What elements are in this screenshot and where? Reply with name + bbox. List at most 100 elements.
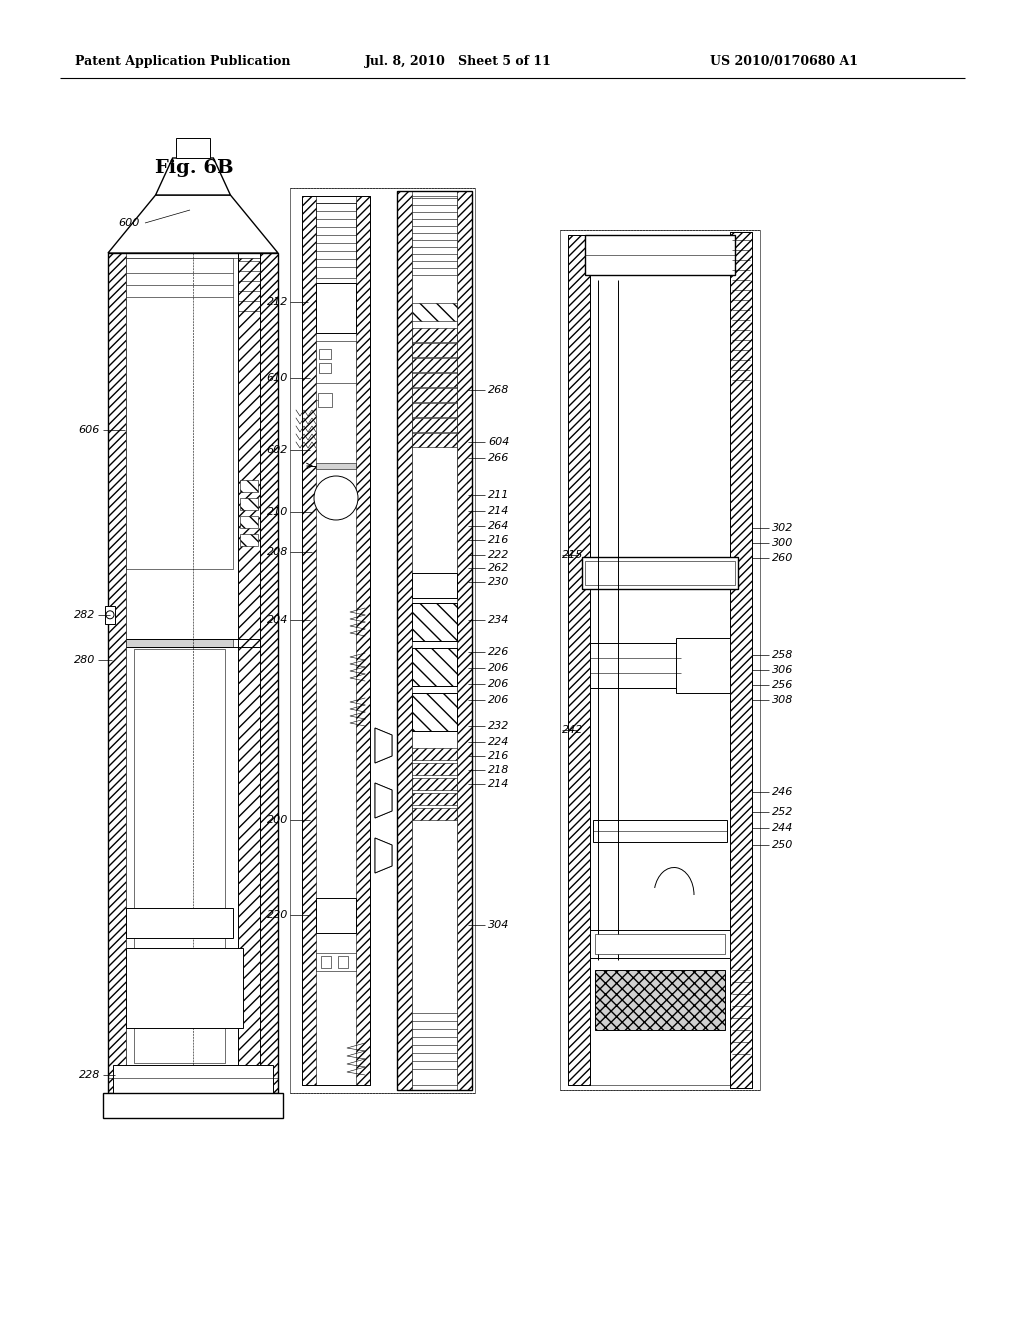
Text: 234: 234 [488,615,509,624]
Bar [593,820,727,842]
Bar [290,187,475,1093]
Bar [590,931,730,958]
Polygon shape [375,729,392,763]
Text: Jul. 8, 2010   Sheet 5 of 11: Jul. 8, 2010 Sheet 5 of 11 [365,55,552,69]
Bar [412,603,457,642]
Bar [240,498,258,510]
Bar [338,956,348,968]
Bar [585,561,735,585]
Text: 258: 258 [772,649,794,660]
Bar [356,195,370,1085]
Text: 230: 230 [488,577,509,587]
Text: 218: 218 [488,766,509,775]
Bar [319,363,331,374]
Bar [412,793,457,805]
Bar [126,257,260,1088]
Text: 266: 266 [488,453,509,463]
Text: 211: 211 [488,490,509,500]
Text: 212: 212 [266,297,288,308]
Bar [260,253,278,1093]
Text: 242: 242 [562,725,584,735]
Text: 246: 246 [772,787,794,797]
Text: 222: 222 [488,550,509,560]
Text: Fig. 6B: Fig. 6B [155,158,233,177]
Text: 215: 215 [562,550,584,560]
Bar [412,418,457,432]
Bar [126,639,233,647]
Text: 268: 268 [488,385,509,395]
Text: 200: 200 [266,814,288,825]
Text: 302: 302 [772,523,794,533]
Bar [568,235,590,1085]
Bar [240,516,258,528]
Bar [316,341,356,383]
Bar [238,253,260,1093]
Text: 226: 226 [488,647,509,657]
Bar [240,479,258,492]
Polygon shape [375,783,392,818]
Bar [595,970,725,1030]
Bar [103,1093,283,1118]
Polygon shape [375,838,392,873]
Text: 232: 232 [488,721,509,731]
Text: 282: 282 [74,610,95,620]
Bar [412,327,457,342]
Bar [126,257,233,569]
Bar [730,232,752,1088]
Text: 300: 300 [772,539,794,548]
Circle shape [106,611,114,619]
Bar [316,282,356,333]
Bar [126,948,243,1028]
Bar [134,649,225,1063]
Bar [316,463,356,469]
Bar [397,191,472,1090]
Text: 600: 600 [119,218,140,228]
Text: 308: 308 [772,696,794,705]
Text: 250: 250 [772,840,794,850]
Bar [585,235,735,275]
Bar [412,648,457,686]
Text: 204: 204 [266,615,288,624]
Text: 280: 280 [74,655,95,665]
Bar [412,343,457,356]
Bar [568,235,590,1085]
Bar [176,139,210,158]
Bar [318,393,332,407]
Text: 210: 210 [266,507,288,517]
Bar [397,191,412,1090]
Bar [412,573,457,598]
Polygon shape [108,195,278,253]
Text: 604: 604 [488,437,509,447]
Bar [457,191,472,1090]
Bar [590,643,681,688]
Circle shape [314,477,358,520]
Text: 214: 214 [488,779,509,789]
Text: 220: 220 [266,909,288,920]
Text: 264: 264 [488,521,509,531]
Polygon shape [126,195,260,253]
Text: 206: 206 [488,678,509,689]
Bar [412,648,457,686]
Text: 606: 606 [79,425,100,436]
Bar [105,606,115,624]
Bar [240,533,258,545]
Bar [319,348,331,359]
Bar [108,253,126,1093]
Bar [302,195,316,1085]
Bar [412,777,457,789]
Bar [590,643,681,688]
Bar [316,203,356,279]
Bar [582,557,738,589]
Text: 216: 216 [488,535,509,545]
Bar [412,388,457,403]
Text: 262: 262 [488,564,509,573]
Text: 304: 304 [488,920,509,931]
Bar [412,693,457,731]
Bar [178,139,208,158]
Text: 214: 214 [488,506,509,516]
Bar [316,953,356,972]
Bar [730,232,752,1088]
Bar [238,257,260,1088]
Text: 252: 252 [772,807,794,817]
Bar [412,603,457,642]
